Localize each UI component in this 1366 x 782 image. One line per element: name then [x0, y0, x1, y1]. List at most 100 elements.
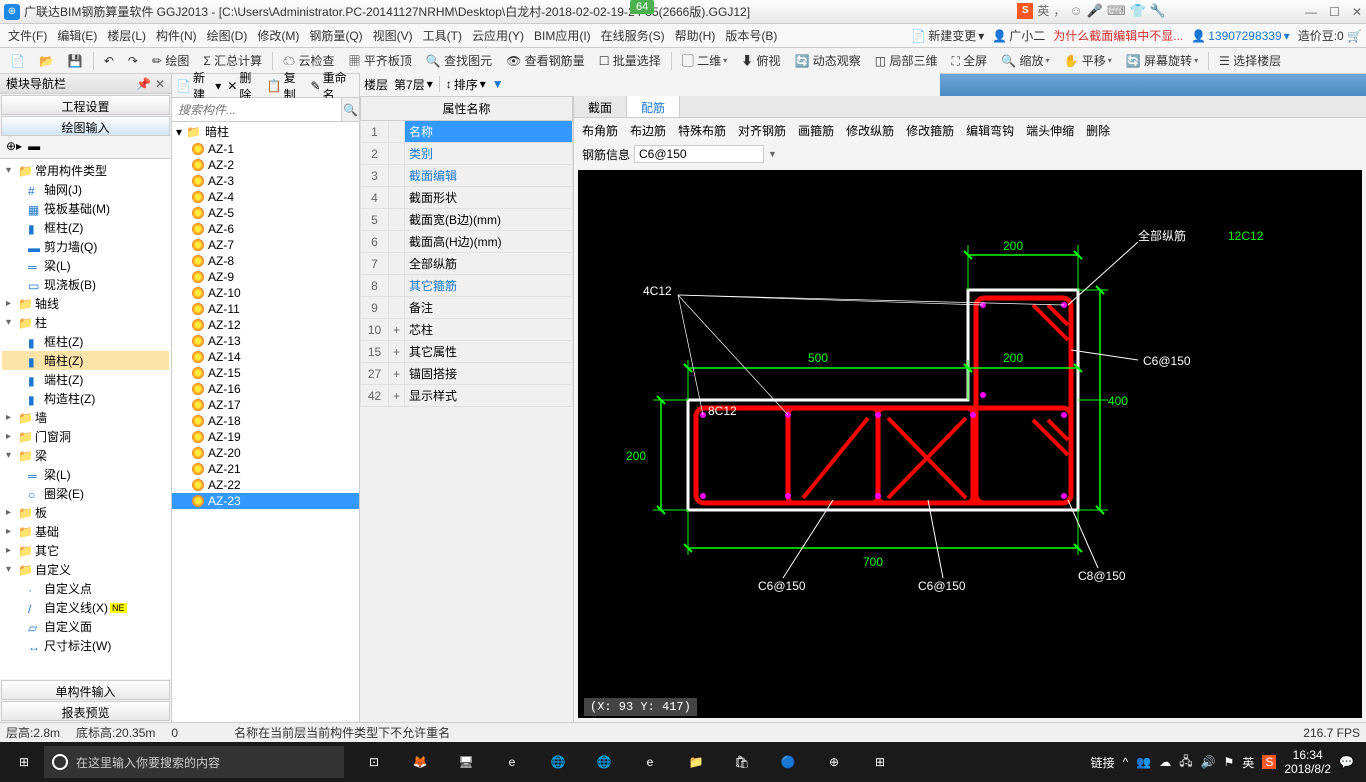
sogou-icon[interactable]: S — [1017, 3, 1033, 19]
toolbar-view[interactable]: 👁 查看钢筋量 — [502, 50, 589, 71]
toolbar-save[interactable]: 💾 — [64, 52, 87, 70]
menu-item[interactable]: 视图(V) — [369, 25, 417, 46]
warning-link[interactable]: 为什么截面编辑中不显... — [1053, 27, 1183, 44]
list-item[interactable]: AZ-23 — [172, 493, 359, 509]
canvas-tool[interactable]: 编辑弯钩 — [966, 122, 1014, 139]
property-row[interactable]: 6截面高(H边)(mm) — [361, 231, 573, 253]
tree-node[interactable]: ▾📁梁 — [2, 446, 169, 465]
toolbar-orbit[interactable]: 🔄 动态观察 — [790, 50, 864, 71]
toolbar-find[interactable]: 🔍 查找图元 — [422, 50, 496, 71]
tree-node[interactable]: ▮构造柱(Z) — [2, 389, 169, 408]
toolbar-floor[interactable]: ☰ 选择楼层 — [1215, 50, 1285, 71]
rebar-info-input[interactable] — [634, 145, 764, 163]
tree-node[interactable]: ○圈梁(E) — [2, 484, 169, 503]
toolbar-g1[interactable]: ▦ 平齐板顶 — [344, 50, 415, 71]
shirt-icon[interactable]: 👕 — [1130, 3, 1146, 19]
tree-node[interactable]: ▸📁其它 — [2, 541, 169, 560]
toolbar-zoom[interactable]: 🔍 缩放 ▾ — [997, 50, 1053, 71]
taskbar-app[interactable]: 📁 — [674, 742, 718, 782]
canvas-tool[interactable]: 删除 — [1086, 122, 1110, 139]
menu-item[interactable]: 版本号(B) — [721, 25, 781, 46]
menu-item[interactable]: 工具(T) — [419, 25, 466, 46]
tray-people-icon[interactable]: 👥 — [1136, 755, 1151, 769]
menu-item[interactable]: 楼层(L) — [103, 25, 150, 46]
menu-item[interactable]: BIM应用(I) — [530, 25, 595, 46]
canvas-tab[interactable]: 截面 — [574, 96, 627, 117]
search-button[interactable]: 🔍 — [341, 98, 359, 121]
toolbar-2d[interactable]: ▢ 二维 ▾ — [678, 50, 731, 71]
nav-section[interactable]: 单构件输入 — [1, 680, 170, 700]
taskbar-app[interactable]: ⊕ — [812, 742, 856, 782]
tray-sogou[interactable]: S — [1262, 755, 1276, 769]
menu-item[interactable]: 文件(F) — [4, 25, 51, 46]
taskbar-app[interactable]: 🛍 — [720, 742, 764, 782]
canvas-tab[interactable]: 配筋 — [627, 96, 680, 117]
tree-node[interactable]: ▭现浇板(B) — [2, 275, 169, 294]
tray-volume-icon[interactable]: 🔊 — [1201, 755, 1216, 769]
nav-section[interactable]: 绘图输入 — [1, 116, 170, 136]
taskbar-app[interactable]: 🖥 — [444, 742, 488, 782]
list-item[interactable]: AZ-1 — [172, 141, 359, 157]
toolbar-new[interactable]: 📄 — [6, 52, 29, 70]
tree-node[interactable]: ▦筏板基础(M) — [2, 199, 169, 218]
search-input[interactable] — [172, 98, 341, 121]
canvas-tool[interactable]: 修改纵筋 — [846, 122, 894, 139]
list-item[interactable]: AZ-20 — [172, 445, 359, 461]
list-item[interactable]: AZ-9 — [172, 269, 359, 285]
tray-cloud-icon[interactable]: ☁ — [1159, 755, 1171, 769]
list-item[interactable]: AZ-5 — [172, 205, 359, 221]
sort-button[interactable]: ↕ 排序 ▾ — [446, 76, 486, 93]
list-item[interactable]: AZ-16 — [172, 381, 359, 397]
tree-node[interactable]: ▸📁门窗洞 — [2, 427, 169, 446]
list-item[interactable]: AZ-3 — [172, 173, 359, 189]
property-row[interactable]: 3截面编辑 — [361, 165, 573, 187]
tree-node[interactable]: #轴网(J) — [2, 180, 169, 199]
property-row[interactable]: 10+芯柱 — [361, 319, 573, 341]
list-item[interactable]: AZ-10 — [172, 285, 359, 301]
user-button[interactable]: 👤 广小二 — [992, 27, 1045, 44]
property-row[interactable]: 27+锚固搭接 — [361, 363, 573, 385]
wrench-icon[interactable]: 🔧 — [1150, 3, 1166, 19]
tree-node[interactable]: ▮暗柱(Z) — [2, 351, 169, 370]
list-item[interactable]: AZ-13 — [172, 333, 359, 349]
toolbar-open[interactable]: 📂 — [35, 52, 58, 70]
list-item[interactable]: AZ-19 — [172, 429, 359, 445]
menu-item[interactable]: 云应用(Y) — [468, 25, 528, 46]
close-panel-icon[interactable]: ✕ — [155, 77, 165, 91]
property-row[interactable]: 42+显示样式 — [361, 385, 573, 407]
list-item[interactable]: AZ-11 — [172, 301, 359, 317]
tree-node[interactable]: ▾📁常用构件类型 — [2, 161, 169, 180]
menu-item[interactable]: 帮助(H) — [671, 25, 720, 46]
menu-item[interactable]: 编辑(E) — [53, 25, 101, 46]
taskbar-app[interactable]: 🦊 — [398, 742, 442, 782]
tree-node[interactable]: ▱自定义面 — [2, 617, 169, 636]
tray-clock[interactable]: 16:342018/8/2 — [1284, 748, 1331, 777]
tray-flag-icon[interactable]: ⚑ — [1224, 755, 1235, 769]
menu-item[interactable]: 修改(M) — [253, 25, 303, 46]
list-item[interactable]: AZ-21 — [172, 461, 359, 477]
property-row[interactable]: 15+其它属性 — [361, 341, 573, 363]
tree-node[interactable]: ▾📁自定义 — [2, 560, 169, 579]
toolbar-pan[interactable]: ✋ 平移 ▾ — [1059, 50, 1115, 71]
taskbar-app[interactable]: ⊡ — [352, 742, 396, 782]
tree-node[interactable]: ▬剪力墙(Q) — [2, 237, 169, 256]
menu-item[interactable]: 钢筋量(Q) — [305, 25, 366, 46]
tree-node[interactable]: /自定义线(X)NE — [2, 598, 169, 617]
list-item[interactable]: AZ-12 — [172, 317, 359, 333]
canvas-tool[interactable]: 对齐钢筋 — [738, 122, 786, 139]
taskbar-app[interactable]: 🔵 — [766, 742, 810, 782]
menu-item[interactable]: 构件(N) — [152, 25, 201, 46]
minimize-button[interactable]: — — [1305, 5, 1317, 19]
maximize-button[interactable]: ☐ — [1329, 5, 1340, 19]
taskbar-app[interactable]: 🌐 — [536, 742, 580, 782]
canvas-tool[interactable]: 端头伸缩 — [1026, 122, 1074, 139]
toolbar-3d[interactable]: ◫ 局部三维 — [871, 50, 942, 71]
list-item[interactable]: AZ-4 — [172, 189, 359, 205]
property-row[interactable]: 8其它箍筋 — [361, 275, 573, 297]
toolbar-undo[interactable]: ↶ — [100, 52, 118, 70]
taskbar-app[interactable]: e — [490, 742, 534, 782]
property-row[interactable]: 5截面宽(B边)(mm) — [361, 209, 573, 231]
list-item[interactable]: AZ-14 — [172, 349, 359, 365]
tree-node[interactable]: ═梁(L) — [2, 465, 169, 484]
list-item[interactable]: AZ-8 — [172, 253, 359, 269]
